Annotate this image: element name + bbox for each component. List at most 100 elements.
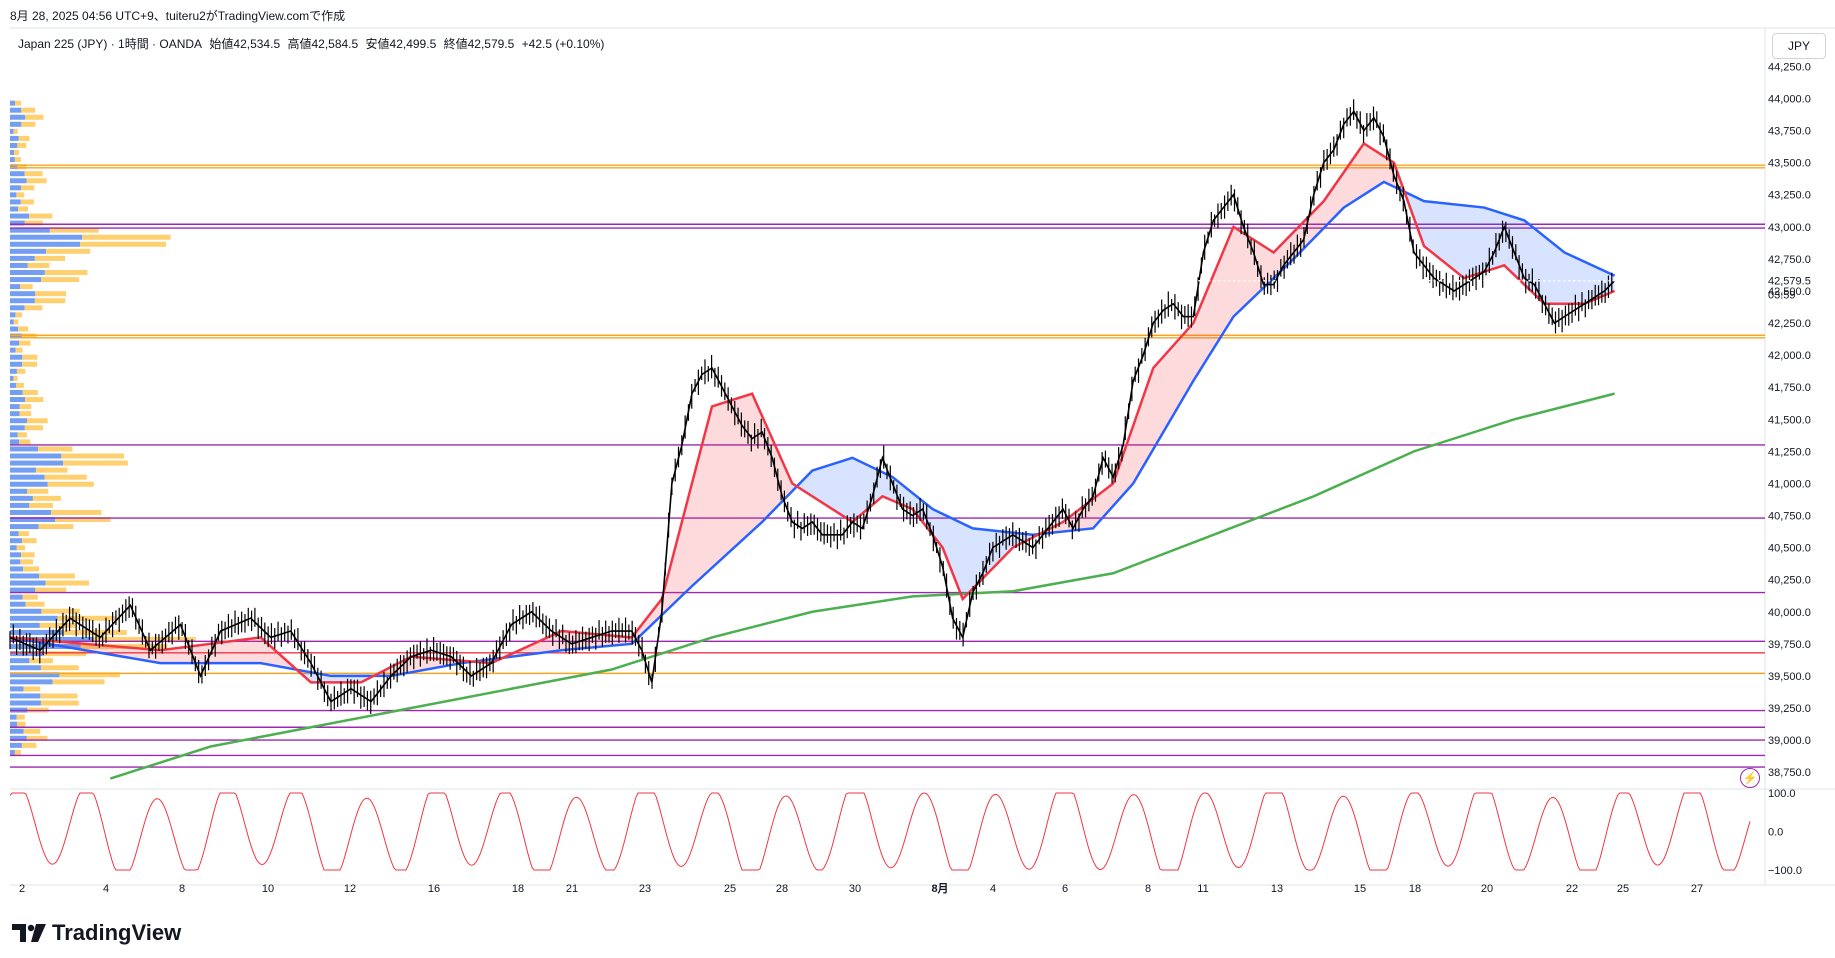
volume-profile-down-bar [40, 693, 78, 699]
ema-cloud-fill [852, 457, 863, 522]
volume-profile-down-bar [39, 573, 75, 579]
time-tick-label: 18 [1409, 883, 1421, 895]
ema-cloud-fill [1113, 454, 1124, 506]
time-tick-label: 27 [1691, 883, 1703, 895]
volume-profile-up-bar [10, 404, 20, 410]
volume-profile-down-bar [45, 580, 90, 586]
volume-profile-down-bar [93, 637, 196, 642]
time-tick-label: 25 [1617, 883, 1629, 895]
currency-button[interactable]: JPY [1772, 33, 1826, 59]
time-tick-label: 2 [19, 883, 25, 895]
volume-profile-down-bar [24, 171, 43, 177]
volume-profile-up-bar [10, 517, 56, 523]
ema-cloud-fill [681, 483, 692, 596]
ema-cloud-fill [1163, 345, 1174, 433]
time-tick-label: 18 [512, 883, 524, 895]
ema-cloud-fill [180, 646, 191, 664]
ema-cloud-fill [701, 406, 712, 577]
ema-cloud-fill [1534, 228, 1545, 304]
legend-open: 始値42,534.5 [209, 37, 281, 51]
price-tick-label: 38,750.0 [1768, 767, 1811, 779]
lightning-icon[interactable]: ⚡ [1740, 768, 1760, 788]
volume-profile-up-bar [10, 749, 15, 755]
volume-profile-down-bar [38, 446, 73, 452]
ema-cloud-fill [1424, 201, 1435, 255]
legend-low: 安値42,499.5 [365, 37, 437, 51]
time-tick-label: 4 [990, 883, 996, 895]
volume-profile-down-bar [41, 608, 80, 614]
volume-profile-up-bar [10, 389, 23, 395]
ema-cloud-fill [270, 646, 281, 667]
ema-cloud-fill [1233, 226, 1244, 317]
ema-cloud-fill [671, 521, 682, 606]
ema-cloud-fill [1002, 531, 1013, 558]
volume-profile-up-bar [10, 559, 21, 565]
time-tick-label: 30 [849, 883, 861, 895]
volume-profile-down-bar [16, 545, 26, 551]
volume-profile-down-bar [29, 658, 54, 664]
volume-profile-up-bar [10, 178, 27, 184]
volume-profile-down-bar [61, 453, 125, 459]
ema-cloud-fill [1133, 396, 1144, 484]
volume-profile-up-bar [10, 622, 40, 628]
volume-profile-up-bar [10, 164, 18, 170]
price-line [9, 109, 1616, 703]
volume-profile-down-bar [46, 248, 91, 254]
volume-profile-up-bar [10, 171, 25, 177]
volume-profile-up-bar [10, 114, 26, 120]
time-tick-label: 20 [1481, 883, 1493, 895]
volume-profile-down-bar [20, 284, 33, 290]
time-tick-label: 16 [428, 883, 440, 895]
legend-close: 終値42,579.5 [443, 37, 515, 51]
volume-profile-down-bar [23, 686, 41, 692]
volume-profile-up-bar [10, 658, 30, 664]
volume-profile-up-bar [10, 107, 22, 113]
volume-profile-up-bar [10, 552, 22, 558]
current-price-label: 42,579.5 [1768, 276, 1811, 288]
volume-profile-down-bar [20, 199, 34, 205]
volume-profile-up-bar [10, 524, 39, 530]
volume-profile-down-bar [13, 128, 18, 134]
price-tick-label: 43,000.0 [1768, 222, 1811, 234]
price-tick-label: 41,500.0 [1768, 414, 1811, 426]
countdown-label: 03:59 [1768, 290, 1796, 302]
volume-profile-down-bar [82, 234, 171, 240]
ema-cloud-fill [1173, 334, 1184, 416]
volume-profile-up-bar [10, 277, 42, 283]
tradingview-logo-icon [12, 924, 46, 942]
ema-cloud-fill [1434, 202, 1445, 263]
volume-profile-up-bar [10, 686, 24, 692]
ema-cloud-fill [170, 647, 181, 664]
symbol-name[interactable]: Japan 225 (JPY) · 1時間 · OANDA [18, 37, 203, 51]
volume-profile-down-bar [14, 749, 21, 755]
ema-cloud-fill [1363, 143, 1374, 195]
volume-profile-up-bar [10, 594, 23, 600]
volume-profile-down-bar [19, 404, 32, 410]
time-tick-label: 12 [344, 883, 356, 895]
volume-profile-up-bar [10, 714, 17, 720]
ema-cloud-fill [350, 675, 361, 683]
volume-profile-down-bar [14, 157, 21, 163]
volume-profile-down-bar [17, 142, 27, 148]
volume-profile-up-bar [10, 227, 50, 233]
volume-profile-down-bar [21, 333, 37, 339]
volume-profile-up-bar [10, 298, 35, 304]
volume-profile-up-bar [10, 284, 21, 290]
ema-cloud-fill [1353, 143, 1364, 202]
volume-profile-up-bar [10, 679, 53, 685]
volume-profile-up-bar [10, 192, 17, 198]
volume-profile-down-bar [40, 700, 79, 706]
symbol-legend: Japan 225 (JPY) · 1時間 · OANDA 始値42,534.5… [18, 35, 608, 52]
volume-profile-up-bar [10, 361, 23, 367]
volume-profile-down-bar [19, 340, 31, 346]
volume-profile-down-bar [18, 531, 29, 537]
volume-profile-down-bar [23, 566, 40, 572]
volume-profile-up-bar [10, 418, 27, 424]
volume-profile-up-bar [10, 509, 52, 515]
volume-profile-down-bar [80, 241, 167, 247]
ema-cloud-fill [1243, 233, 1254, 308]
volume-profile-up-bar [10, 270, 45, 276]
volume-profile-down-bar [35, 291, 67, 297]
volume-profile-down-bar [24, 220, 43, 226]
